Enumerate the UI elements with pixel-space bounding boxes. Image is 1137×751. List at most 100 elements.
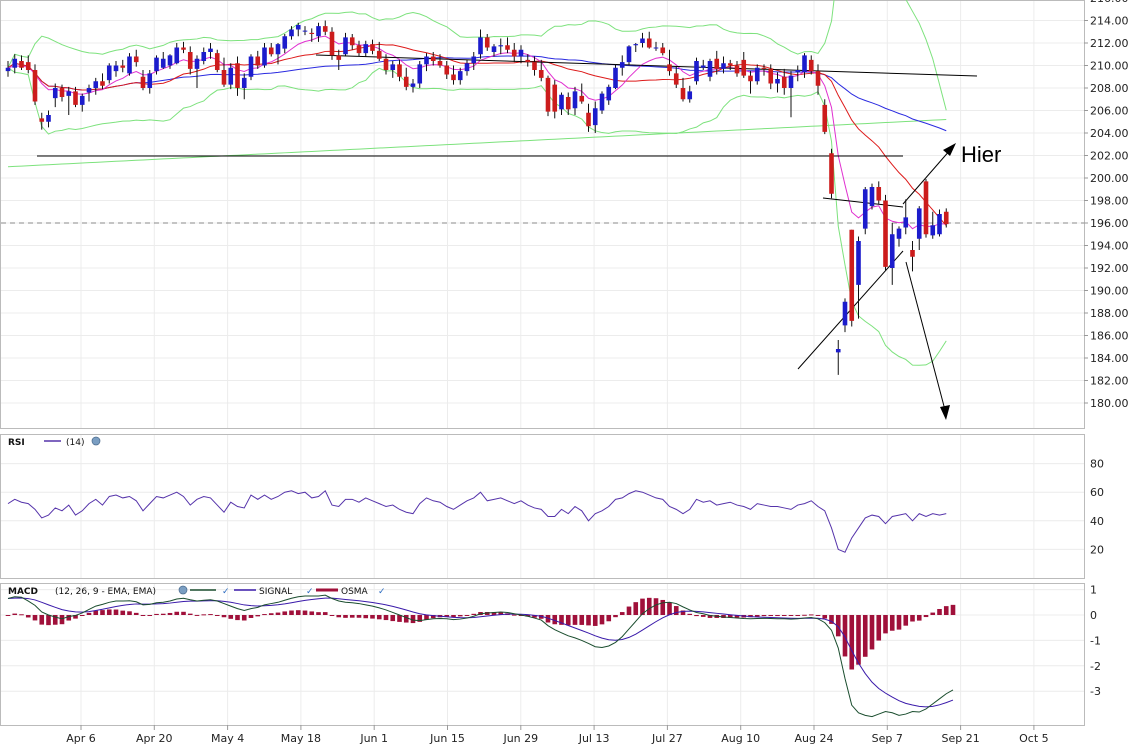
osma-bar	[889, 615, 895, 631]
candle-body	[160, 58, 166, 68]
osma-bar	[768, 615, 774, 617]
macd-tick-label: 1	[1090, 584, 1097, 597]
candle	[505, 37, 510, 54]
osma-bar	[559, 615, 564, 625]
osma-bar	[248, 615, 254, 618]
candle	[869, 183, 875, 210]
candle	[687, 85, 693, 103]
candle	[451, 65, 456, 85]
candle-body	[592, 108, 598, 126]
candle	[559, 92, 564, 115]
candle	[5, 61, 11, 77]
osma-bar	[59, 615, 65, 625]
y-tick-label: 214.00	[1090, 15, 1129, 28]
candle	[822, 99, 828, 135]
osma-bar	[275, 612, 281, 615]
candle-body	[734, 65, 740, 74]
candle-body	[646, 38, 652, 48]
osma-bar	[5, 615, 11, 616]
candle	[343, 32, 348, 57]
check-icon: ✓	[222, 587, 230, 597]
osma-bar	[160, 613, 166, 615]
bollinger-upper-band	[7, 0, 947, 111]
candle	[430, 52, 436, 66]
osma-bar	[336, 615, 342, 618]
osma-bar	[464, 615, 470, 616]
candle	[275, 43, 281, 65]
candle	[370, 39, 375, 55]
globe-icon	[178, 585, 188, 595]
candle	[741, 52, 747, 78]
y-tick-label: 182.00	[1090, 375, 1129, 388]
candle	[910, 241, 915, 272]
candle-body	[714, 58, 720, 69]
osma-bar	[808, 614, 814, 616]
osma-bar	[221, 615, 227, 618]
osma-bar	[579, 615, 585, 625]
x-tick-label: Aug 24	[795, 732, 834, 745]
rsi-tick-label: 40	[1090, 515, 1104, 528]
candle	[795, 65, 801, 82]
candle-body	[403, 76, 409, 87]
osma-bar	[862, 615, 868, 657]
candle-body	[336, 55, 342, 60]
candle	[181, 41, 186, 54]
osma-bar	[775, 615, 780, 617]
candle	[808, 55, 814, 75]
osma-bar	[329, 615, 335, 616]
y-tick-label: 192.00	[1090, 262, 1129, 275]
candle-body	[464, 63, 470, 72]
macd-tick-label: -1	[1090, 634, 1101, 647]
candle	[916, 206, 922, 250]
osma-bar	[46, 615, 51, 626]
osma-bar	[484, 612, 490, 615]
candle-body	[133, 56, 139, 63]
osma-bar	[228, 615, 234, 619]
y-tick-label: 196.00	[1090, 217, 1129, 230]
rsi-period-label: (14)	[66, 438, 84, 448]
candle-body	[349, 37, 355, 46]
candle-body	[417, 64, 423, 84]
osma-bar	[815, 615, 821, 616]
candle	[518, 45, 524, 64]
osma-bar	[721, 615, 726, 618]
candle	[86, 84, 92, 102]
candle	[228, 63, 234, 90]
osma-bar	[349, 615, 355, 618]
candle-body	[822, 104, 828, 132]
candle-body	[545, 77, 551, 112]
candle-body	[916, 208, 922, 239]
signal-line	[7, 597, 954, 708]
osma-bar	[457, 615, 463, 617]
candle-body	[538, 70, 544, 78]
osma-bar	[187, 613, 193, 615]
candle	[923, 179, 929, 238]
candle-body	[768, 68, 774, 84]
osma-bar	[147, 615, 153, 616]
y-tick-label: 200.00	[1090, 172, 1129, 185]
candle	[613, 64, 618, 90]
osma-bar	[262, 614, 267, 616]
osma-bar	[829, 615, 834, 624]
trendline-annotations: Hier	[37, 54, 1001, 420]
candle-body	[167, 55, 173, 66]
osma-bar	[943, 606, 949, 615]
x-tick-label: Oct 5	[1019, 732, 1049, 745]
candle	[73, 86, 78, 108]
candle-body	[565, 97, 571, 110]
candle	[464, 59, 470, 76]
osma-bar	[761, 615, 767, 617]
macd-tick-label: 0	[1090, 609, 1097, 622]
osma-bar	[606, 615, 612, 622]
candle-body	[262, 47, 267, 66]
candle-body	[619, 62, 625, 68]
candle	[147, 70, 153, 94]
candle	[437, 54, 443, 68]
candle	[262, 43, 267, 68]
osma-bar	[52, 615, 58, 625]
osma-bar	[25, 615, 31, 618]
y-tick-label: 186.00	[1090, 330, 1129, 343]
x-tick-label: Sep 21	[941, 732, 979, 745]
candle	[937, 209, 942, 237]
candle-body	[808, 59, 814, 72]
